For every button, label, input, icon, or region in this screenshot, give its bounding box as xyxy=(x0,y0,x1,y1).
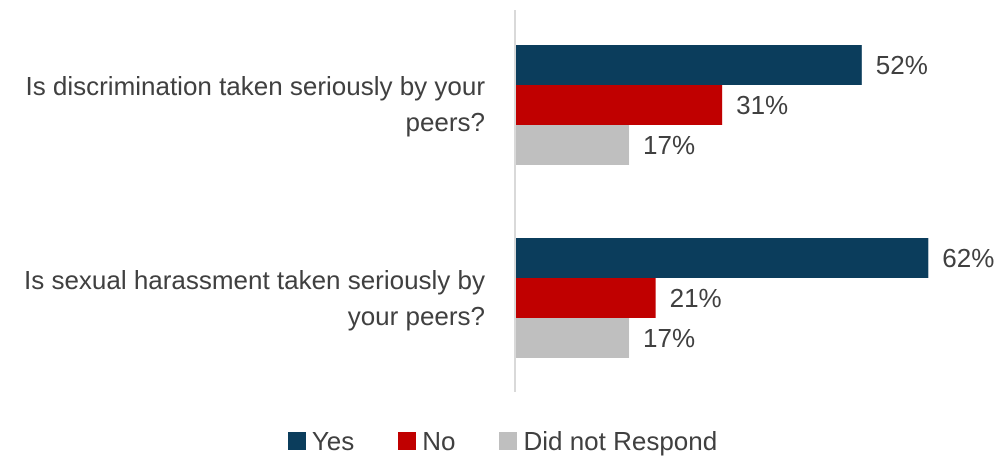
legend-swatch-did-not-respond xyxy=(499,432,518,450)
legend-swatch-no xyxy=(398,432,417,450)
data-label-yes-0: 52% xyxy=(876,50,928,80)
bar-no-0 xyxy=(516,85,723,125)
legend-item-yes: Yes xyxy=(287,425,355,457)
bar-did-not-respond-1 xyxy=(516,318,630,358)
legend-label-did-not-respond: Did not Respond xyxy=(523,425,718,456)
bar-yes-0 xyxy=(516,45,862,85)
category-label-1: Is sexual harassment taken seriously by … xyxy=(24,265,485,331)
bar-chart: 52% 31% 17% 62% 21% 17% xyxy=(514,10,994,392)
legend-label-yes: Yes xyxy=(311,425,355,456)
legend-item-no: No xyxy=(398,426,455,457)
legend: Yes No Did not Respond xyxy=(0,424,1005,458)
legend-swatch-yes xyxy=(287,432,306,450)
category-label-0: Is discrimination taken seriously by you… xyxy=(25,71,485,137)
bar-did-not-respond-0 xyxy=(516,125,630,165)
legend-item-did-not-respond: Did not Respond xyxy=(499,426,717,457)
data-label-no-0: 31% xyxy=(736,90,788,120)
bar-no-1 xyxy=(516,278,656,318)
data-label-did-not-respond-0: 17% xyxy=(643,130,695,160)
data-label-yes-1: 62% xyxy=(942,243,994,273)
bar-yes-1 xyxy=(516,238,929,278)
data-label-did-not-respond-1: 17% xyxy=(643,323,695,353)
data-label-no-1: 21% xyxy=(670,283,722,313)
legend-label-no: No xyxy=(422,425,456,456)
